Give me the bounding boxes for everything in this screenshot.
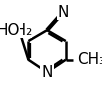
Text: CH₂: CH₂ xyxy=(4,23,32,38)
Text: HO: HO xyxy=(0,23,20,38)
Text: N: N xyxy=(57,5,69,20)
Text: CH₃: CH₃ xyxy=(77,52,102,67)
Text: N: N xyxy=(41,65,53,80)
